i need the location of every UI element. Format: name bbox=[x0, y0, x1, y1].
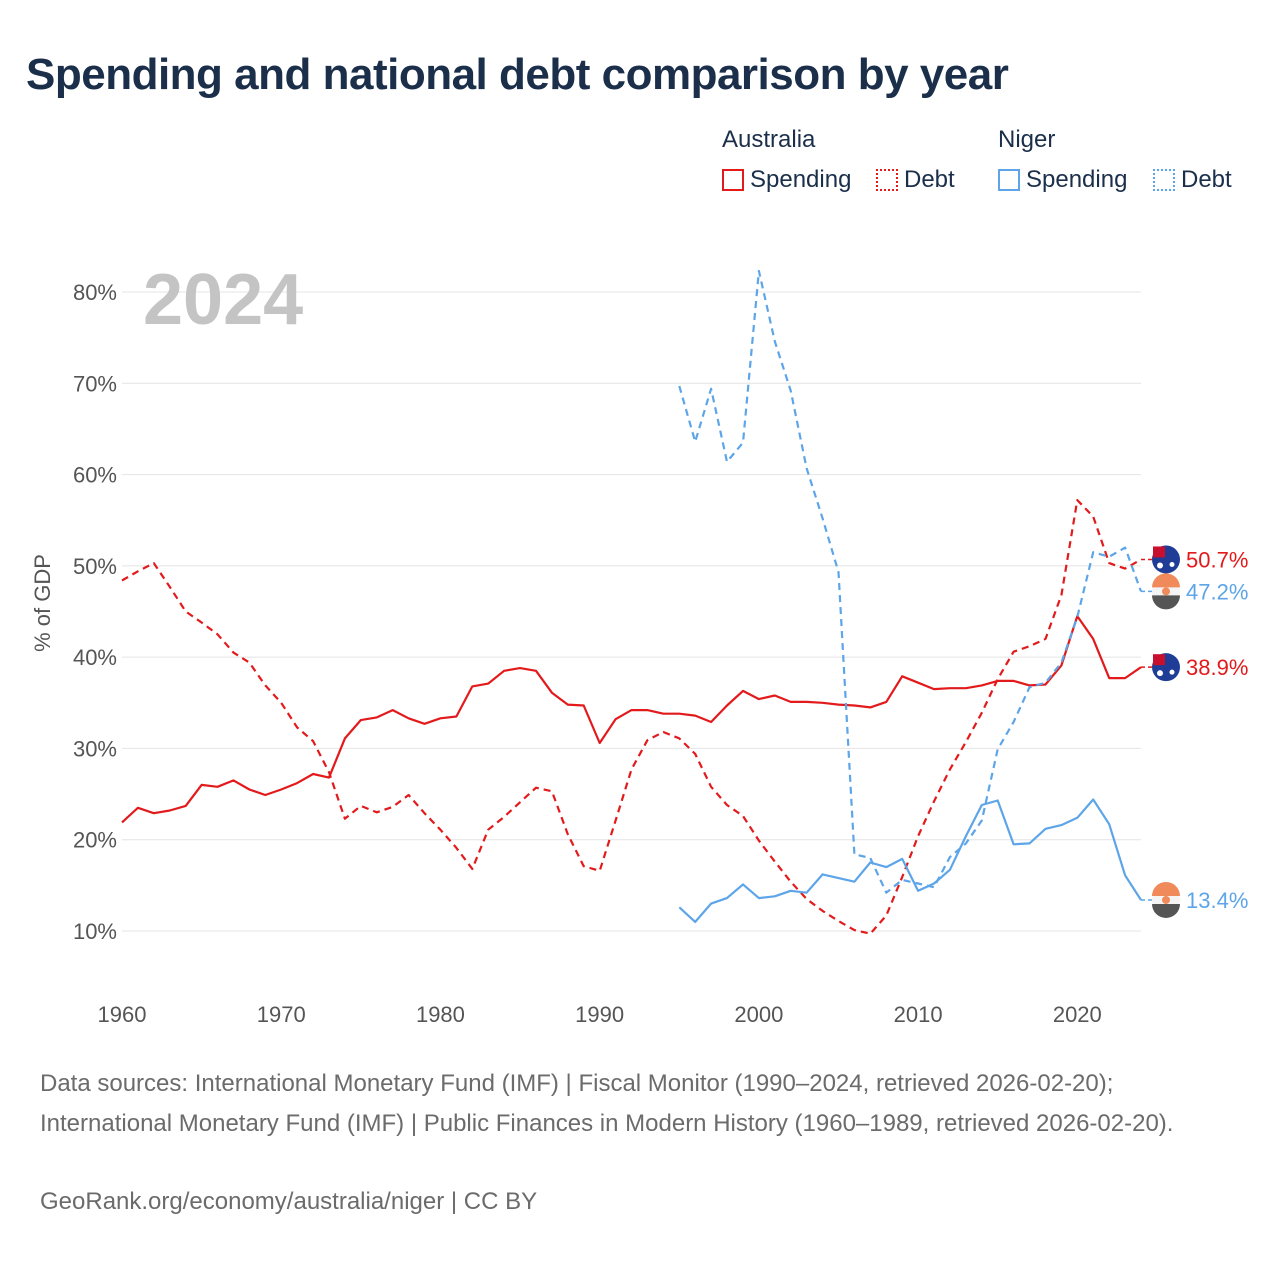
y-tick-label: 50% bbox=[73, 554, 117, 579]
x-tick-label: 2020 bbox=[1053, 1002, 1102, 1027]
end-value-label: 13.4% bbox=[1186, 888, 1248, 913]
y-tick-label: 40% bbox=[73, 645, 117, 670]
gridlines bbox=[122, 291, 1141, 932]
flag-canton bbox=[1153, 546, 1165, 558]
flag-top-band bbox=[1152, 573, 1181, 588]
y-tick-label: 20% bbox=[73, 828, 117, 853]
y-axis-title: % of GDP bbox=[30, 554, 55, 652]
x-tick-label: 1980 bbox=[416, 1002, 465, 1027]
flag-bottom-band bbox=[1152, 595, 1181, 610]
legend-niger-spending[interactable]: Spending bbox=[998, 166, 1127, 194]
flag-bottom-band bbox=[1152, 903, 1181, 918]
legend-solid-swatch-icon bbox=[998, 169, 1020, 191]
legend-dotted-swatch-icon bbox=[876, 169, 898, 191]
y-tick-label: 80% bbox=[73, 280, 117, 305]
flag-star bbox=[1157, 562, 1163, 569]
line-chart: 2024 10%20%30%40%50%60%70%80% 1960 1970 19… bbox=[30, 260, 1248, 1027]
flag-sun bbox=[1162, 587, 1170, 596]
legend-label: Debt bbox=[1181, 166, 1232, 193]
legend-label: Debt bbox=[904, 166, 955, 193]
end-value-label: 50.7% bbox=[1186, 547, 1248, 572]
legend-group-australia: Australia bbox=[722, 126, 816, 153]
x-tick-label: 1970 bbox=[257, 1002, 306, 1027]
legend-label: Spending bbox=[1026, 166, 1128, 193]
legend-group-niger: Niger bbox=[998, 126, 1056, 153]
credit-line[interactable]: GeoRank.org/economy/australia/niger | CC… bbox=[40, 1182, 1240, 1222]
flag-top-band bbox=[1152, 881, 1181, 896]
y-axis: 10% 20% 30% 40% 50% 60% 70% 80% bbox=[73, 280, 117, 944]
x-tick-label: 2000 bbox=[734, 1002, 783, 1027]
legend-niger-debt[interactable]: Debt bbox=[1153, 166, 1232, 194]
legend-dotted-swatch-icon bbox=[1153, 169, 1175, 191]
data-sources: Data sources: International Monetary Fun… bbox=[40, 1070, 1174, 1137]
x-tick-label: 1990 bbox=[575, 1002, 624, 1027]
year-watermark: 2024 bbox=[143, 260, 303, 340]
legend-australia-debt[interactable]: Debt bbox=[876, 166, 955, 194]
legend-label: Spending bbox=[750, 166, 852, 193]
x-tick-label: 1960 bbox=[98, 1002, 147, 1027]
series-line-niger-debt[interactable] bbox=[678, 269, 1143, 894]
end-value-label: 38.9% bbox=[1186, 655, 1248, 680]
flag-star bbox=[1157, 670, 1163, 677]
series-line-australia-debt[interactable] bbox=[121, 499, 1142, 935]
legend-australia-spending[interactable]: Spending bbox=[722, 166, 851, 194]
series-line-australia-spending[interactable] bbox=[121, 614, 1142, 824]
chart-title: Spending and national debt comparison by… bbox=[26, 50, 1009, 99]
y-tick-label: 70% bbox=[73, 371, 117, 396]
series-lines bbox=[121, 269, 1143, 935]
credit-link[interactable]: GeoRank.org/economy/australia/niger | CC… bbox=[40, 1188, 538, 1215]
x-tick-label: 2010 bbox=[894, 1002, 943, 1027]
y-tick-label: 30% bbox=[73, 736, 117, 761]
end-labels: 50.7% 38.9% 47.2% 13.4% bbox=[1141, 545, 1248, 918]
end-value-label: 47.2% bbox=[1186, 579, 1248, 604]
y-tick-label: 10% bbox=[73, 919, 117, 944]
flag-sun bbox=[1162, 895, 1170, 904]
series-line-niger-spending[interactable] bbox=[678, 798, 1142, 924]
flag-canton bbox=[1153, 654, 1165, 666]
flag-star bbox=[1169, 561, 1175, 567]
legend-solid-swatch-icon bbox=[722, 169, 744, 191]
y-tick-label: 60% bbox=[73, 463, 117, 488]
flag-star bbox=[1169, 669, 1175, 675]
x-axis: 1960 1970 1980 1990 2000 2010 2020 bbox=[98, 1002, 1102, 1027]
